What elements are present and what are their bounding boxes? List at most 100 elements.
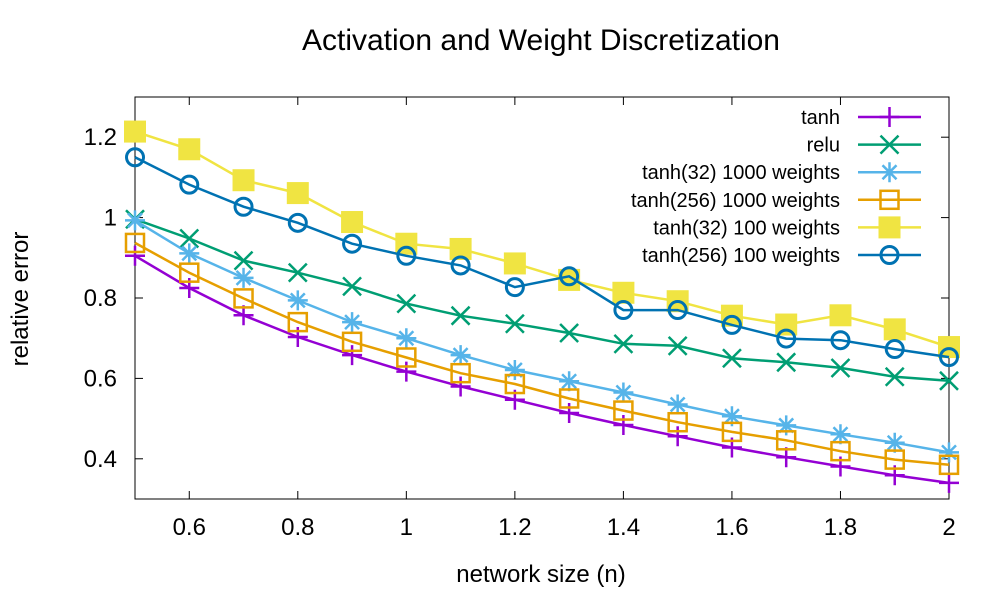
y-tick-label: 1 <box>104 205 117 232</box>
data-point <box>504 277 525 298</box>
legend-item: tanh(256) 1000 weights <box>631 189 921 212</box>
data-point <box>233 288 254 309</box>
data-point <box>124 120 146 143</box>
data-point <box>342 345 363 366</box>
data-point <box>450 376 471 397</box>
legend-item: tanh(256) 100 weights <box>642 245 921 267</box>
x-tick-label: 2 <box>942 514 955 541</box>
data-point <box>287 262 308 283</box>
data-point <box>667 300 688 321</box>
data-point <box>613 415 634 436</box>
legend-item: tanh(32) 100 weights <box>653 216 921 239</box>
axis-ticks: 0.6 0.8 1 1.2 1.4 1.6 1.8 2 0.4 0.6 0.8 1 1.2 <box>84 97 956 541</box>
data-point <box>341 331 363 353</box>
data-point <box>776 415 797 436</box>
data-point <box>125 147 145 168</box>
x-tick-label: 1.8 <box>824 514 857 541</box>
data-point <box>775 313 798 336</box>
data-point <box>286 182 309 205</box>
data-point <box>504 359 525 380</box>
data-point <box>125 245 145 266</box>
data-point <box>939 347 959 368</box>
data-point <box>342 233 363 254</box>
legend-label: relu <box>807 135 840 157</box>
legend-label: tanh(32) 100 weights <box>653 217 840 239</box>
data-point <box>667 411 688 433</box>
y-tick-label: 1.2 <box>84 124 117 151</box>
data-point <box>287 290 308 311</box>
series-line <box>134 130 950 349</box>
y-tick-label: 0.8 <box>84 285 117 312</box>
data-point <box>396 245 417 266</box>
data-point <box>721 406 742 427</box>
data-point <box>178 138 201 161</box>
series-line <box>134 254 950 485</box>
data-point <box>559 402 580 423</box>
series-0 <box>125 245 959 493</box>
data-point <box>179 228 200 249</box>
data-point <box>125 210 145 231</box>
data-point <box>396 361 417 382</box>
data-point <box>233 196 254 217</box>
data-point <box>396 293 417 314</box>
data-point <box>179 174 200 195</box>
data-point <box>613 400 634 421</box>
data-point <box>722 348 742 369</box>
data-point <box>667 335 688 356</box>
data-point <box>884 432 905 453</box>
data-point <box>613 382 634 403</box>
series-3 <box>124 232 960 476</box>
data-point <box>776 328 797 349</box>
data-point <box>559 371 580 392</box>
x-tick-label: 0.8 <box>281 514 314 541</box>
data-point <box>939 472 959 493</box>
data-point <box>559 266 580 287</box>
data-point <box>233 267 254 288</box>
data-point <box>232 169 255 192</box>
data-point <box>939 370 959 391</box>
legend-label: tanh(256) 100 weights <box>642 245 840 267</box>
data-point <box>884 449 905 470</box>
data-point <box>450 305 471 326</box>
legend-label: tanh <box>801 107 840 129</box>
data-point <box>830 358 851 378</box>
series-line <box>134 241 950 467</box>
series-1 <box>125 209 959 391</box>
legend-swatch-marker <box>879 189 900 211</box>
data-point <box>612 281 635 304</box>
data-point <box>179 262 200 283</box>
data-point <box>450 362 471 384</box>
y-tick-label: 0.4 <box>84 446 117 473</box>
data-point <box>124 232 146 254</box>
data-point <box>449 237 472 260</box>
legend-swatch-marker <box>879 245 900 265</box>
plot-frame <box>134 96 950 500</box>
data-point <box>450 255 471 276</box>
data-point <box>830 330 851 351</box>
data-point <box>829 304 852 327</box>
data-point <box>287 311 309 333</box>
data-point <box>342 276 362 297</box>
series-layer <box>124 120 960 493</box>
legend-label: tanh(32) 1000 weights <box>642 162 840 184</box>
data-point <box>938 454 960 476</box>
data-point <box>504 313 525 334</box>
series-line <box>134 156 950 359</box>
data-point <box>396 328 417 349</box>
data-point <box>776 352 797 373</box>
data-point <box>396 347 417 368</box>
legend-item: relu <box>807 135 921 157</box>
data-point <box>613 333 634 354</box>
data-point <box>558 388 580 409</box>
series-line <box>134 219 950 454</box>
legend: tanh relu tanh(32) 1000 weights tanh(256) 1… <box>631 107 921 267</box>
x-tick-label: 1.6 <box>715 514 748 541</box>
x-tick-label: 1.2 <box>498 514 531 541</box>
data-point <box>721 314 742 335</box>
data-point <box>233 250 254 271</box>
data-point <box>287 212 308 233</box>
data-point <box>667 394 688 415</box>
legend-swatch-marker <box>879 134 900 155</box>
legend-swatch-marker <box>878 216 901 239</box>
